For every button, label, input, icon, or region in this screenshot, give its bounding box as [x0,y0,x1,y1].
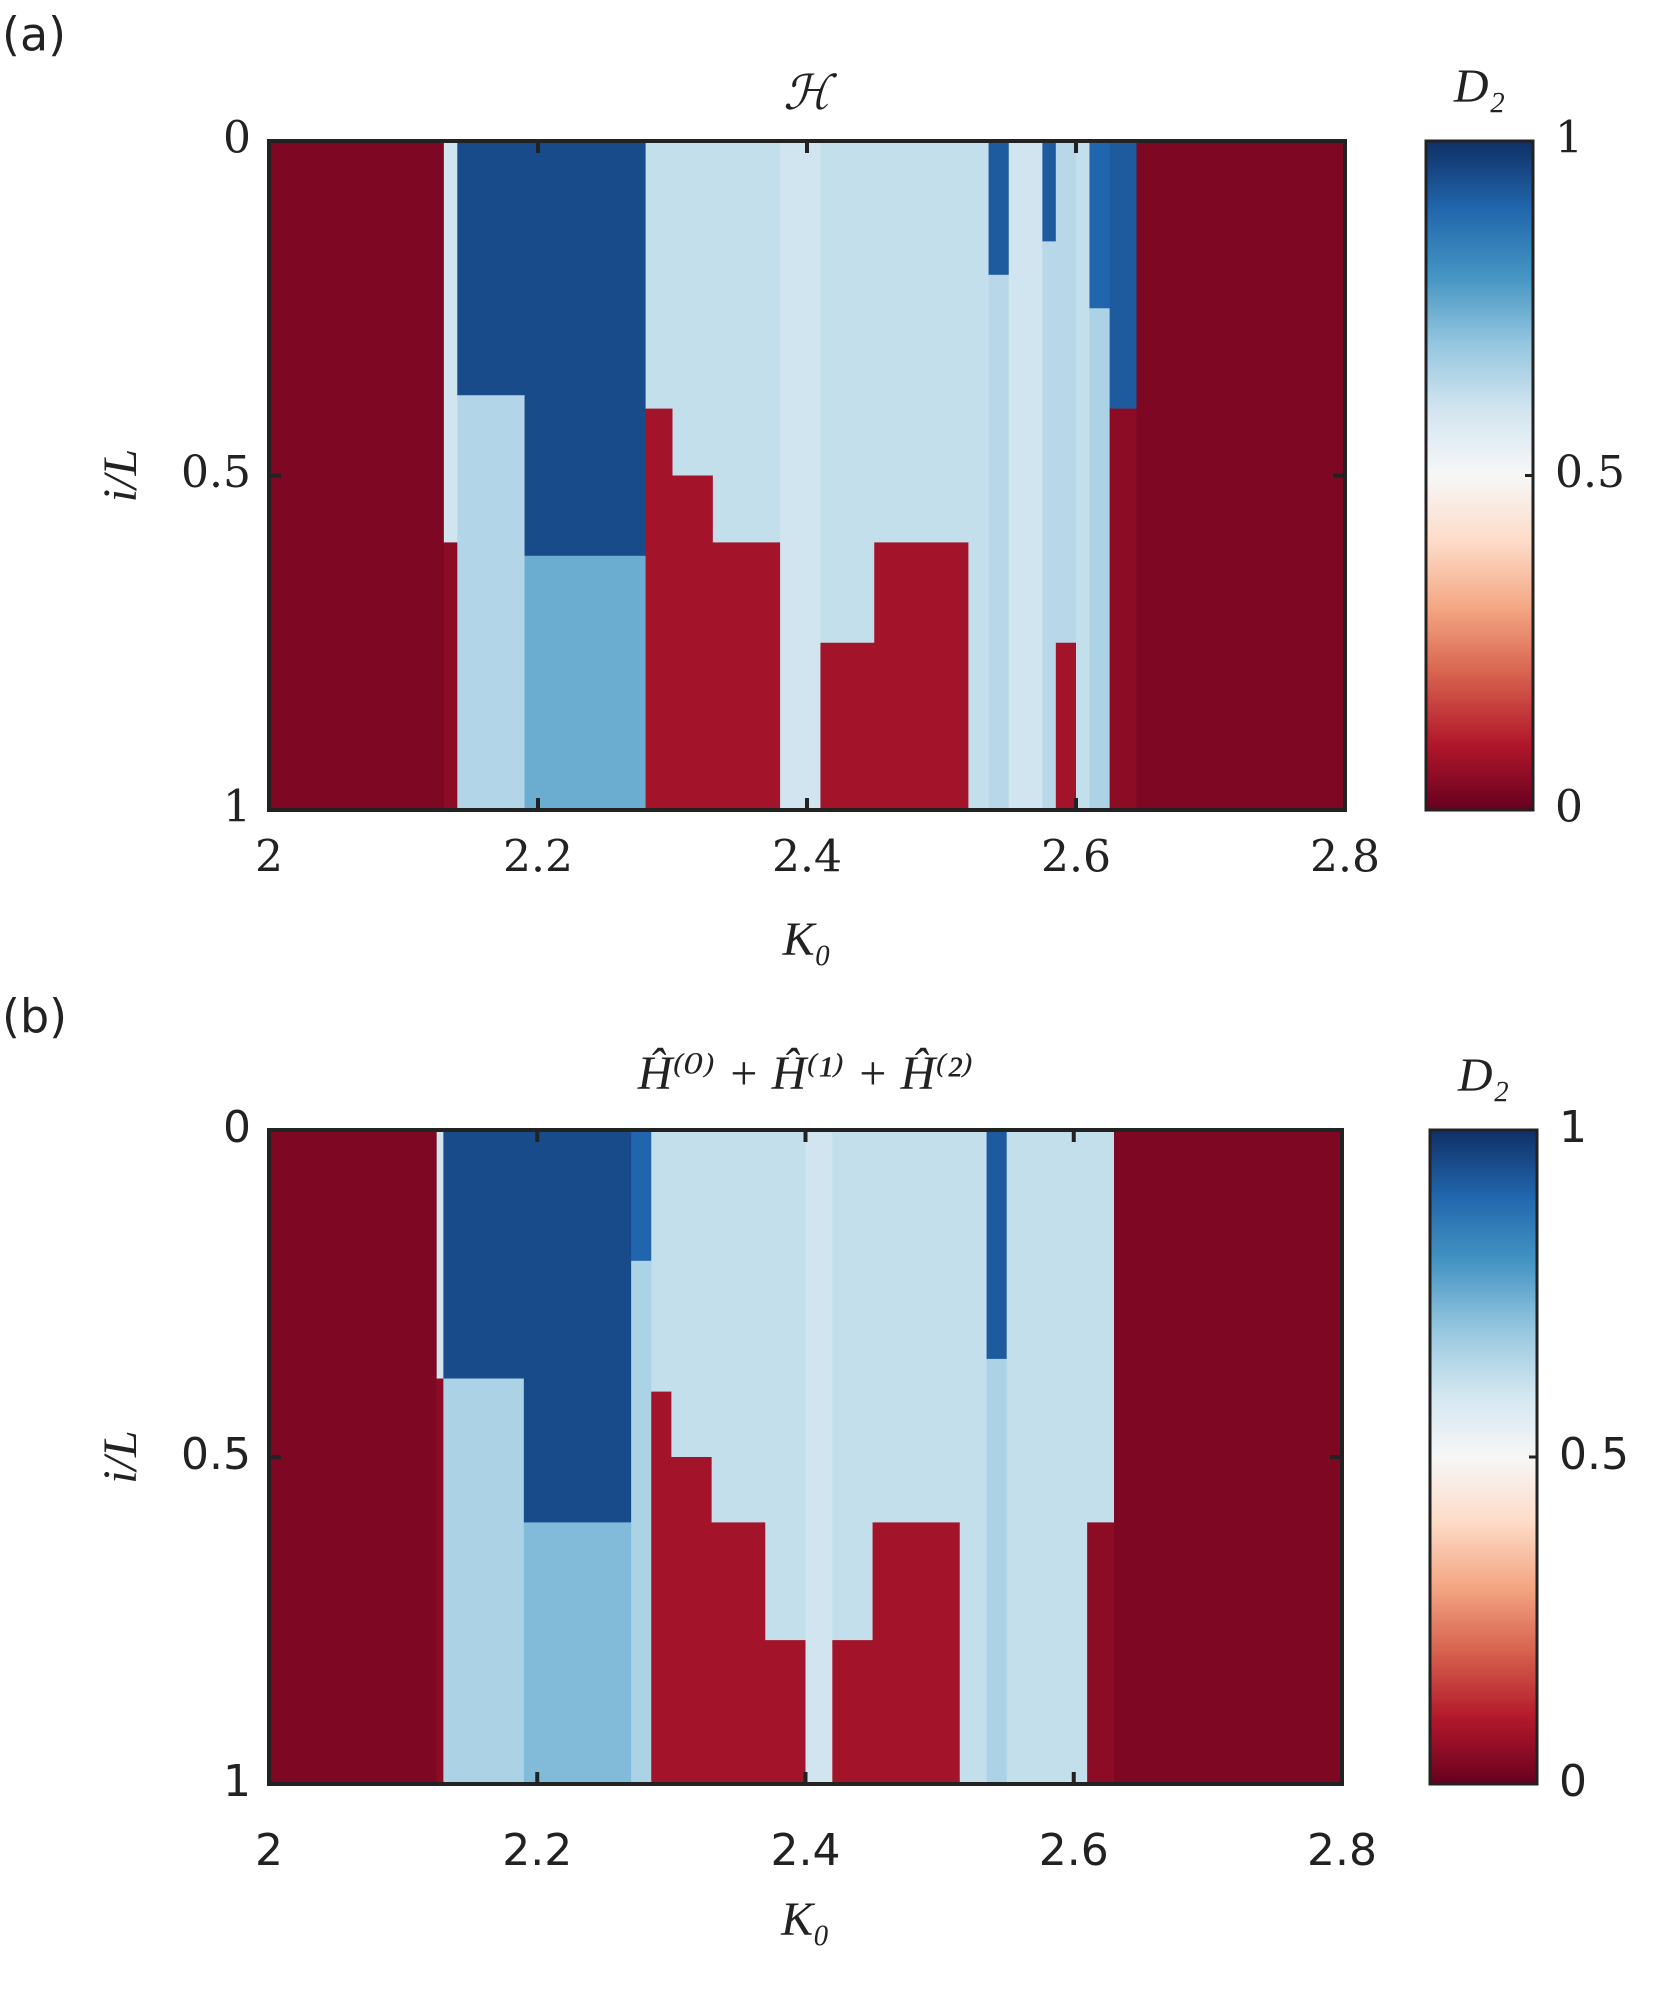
y-tick-label: 1 [223,1756,251,1807]
heatmap-cell [524,555,647,811]
heatmap-cell [1055,642,1077,811]
y-tick-label: 0 [223,1102,251,1153]
x-tick-label: 2.2 [502,1825,572,1876]
heatmap-cell [988,274,1010,811]
heatmap-cell [672,141,714,477]
heatmap-cell [457,395,526,811]
chart-title: Ĥ⁽⁰⁾ + Ĥ⁽¹⁾ + Ĥ⁽²⁾ [637,1047,974,1100]
heatmap-cell [672,475,714,811]
heatmap-cell [1042,241,1057,811]
heatmap-cell [1089,141,1111,309]
heatmap-cell [651,1391,672,1785]
panel-label: (a) [2,8,66,62]
colorbar-tick-label: 0 [1559,1756,1587,1807]
heatmap-cell [1136,141,1346,811]
heatmap-cell [1042,141,1057,242]
heatmap-cell [523,1522,632,1785]
heatmap-cell [1113,1130,1343,1785]
x-tick-label: 2.4 [771,1825,841,1876]
heatmap-cell [436,1378,444,1785]
heatmap-cell [874,141,969,543]
x-tick-label: 2.6 [1041,832,1111,883]
heatmap-cell [645,408,674,811]
heatmap-cell [986,1358,1008,1785]
heatmap-cell [872,1522,961,1785]
heatmap-cell [959,1130,988,1785]
chart-title: ℋ [783,67,837,120]
heatmap-cell [524,141,647,557]
y-tick-label: 1 [223,782,251,833]
heatmap-cell [671,1457,713,1785]
heatmap-cell [711,1130,766,1523]
colorbar-tick-label: 1 [1559,1102,1587,1153]
heatmap-cell [631,1260,652,1785]
heatmap-cell [872,1130,961,1523]
heatmap-cell [712,141,781,543]
x-tick-label: 2.8 [1307,1825,1377,1876]
y-tick-label: 0 [223,113,251,164]
heatmap-cell [631,1130,652,1262]
heatmap-cell [986,1130,1008,1360]
y-tick-label: 0.5 [181,447,251,498]
heatmap-cell [443,1378,525,1785]
x-tick-label: 2.4 [772,832,842,883]
heatmap-panel: 2 2.2 2.4 2.6 2.8 0 0.5 1 0 0.5 1 D₂ Ĥ⁽⁰⁾ + Ĥ⁽¹⁾ + Ĥ… [2,990,1629,1947]
colorbar-tick-label: 0 [1555,782,1583,833]
colorbar [1424,139,1535,812]
heatmap-cell [1109,408,1138,811]
heatmap-cell [436,1130,444,1380]
heatmap-cell [443,141,458,543]
x-tick-label: 2 [255,832,283,883]
colorbar-tick-label: 1 [1555,113,1583,164]
heatmap-cell [457,141,526,396]
panel-label: (b) [2,990,67,1044]
y-tick-label: 0.5 [181,1429,251,1480]
heatmap-cell [1076,141,1091,811]
heatmap-cell [832,1130,874,1641]
x-tick-label: 2.8 [1310,832,1380,883]
heatmap-cell [443,1130,525,1380]
heatmap-cell [988,141,1010,276]
colorbar-label: D₂ [1457,1049,1509,1102]
colorbar-tick-label: 0.5 [1555,447,1625,498]
heatmap-cell [651,1130,672,1393]
x-tick-label: 2 [255,1825,283,1876]
heatmap-cell [832,1640,874,1785]
heatmap-cell [523,1130,632,1523]
heatmap-cell [805,1130,833,1785]
heatmap-cell [1087,1522,1115,1785]
heatmap-cell [780,141,822,811]
heatmap-cell [711,1522,766,1785]
heatmap-cell [765,1640,807,1785]
heatmap-cell [269,141,445,811]
heatmap-cell [1008,141,1043,811]
x-axis-label: K₀ [780,1893,830,1946]
colorbar [1428,1128,1539,1786]
heatmap-cell [269,1130,438,1785]
heatmap-cell [820,642,875,811]
heatmap-cell [671,1130,713,1458]
heatmap-cell [765,1130,807,1641]
heatmap-cell [1087,1130,1115,1523]
heatmap-cell [443,542,458,811]
heatmap-cell [1109,141,1138,410]
x-axis-label: K₀ [782,913,832,966]
heatmap-panel: 2 2.2 2.4 2.6 2.8 0 0.5 1 0 0.5 1 D₂ ℋ (a) K₀ i/L [2,8,1625,967]
heatmap-cell [645,141,674,410]
heatmap-cell [712,542,781,811]
heatmap-cell [1089,308,1111,811]
colorbar-tick-label: 0.5 [1559,1429,1629,1480]
heatmap-cell [874,542,969,811]
heatmap-cell [820,141,875,644]
heatmap-cell [1055,141,1077,644]
y-axis-label: i/L [94,1430,147,1483]
y-axis-label: i/L [94,449,147,502]
heatmap-cell [1006,1130,1088,1785]
heatmap-cell [968,141,990,811]
x-tick-label: 2.2 [503,832,573,883]
colorbar-label: D₂ [1453,60,1505,113]
x-tick-label: 2.6 [1039,1825,1109,1876]
